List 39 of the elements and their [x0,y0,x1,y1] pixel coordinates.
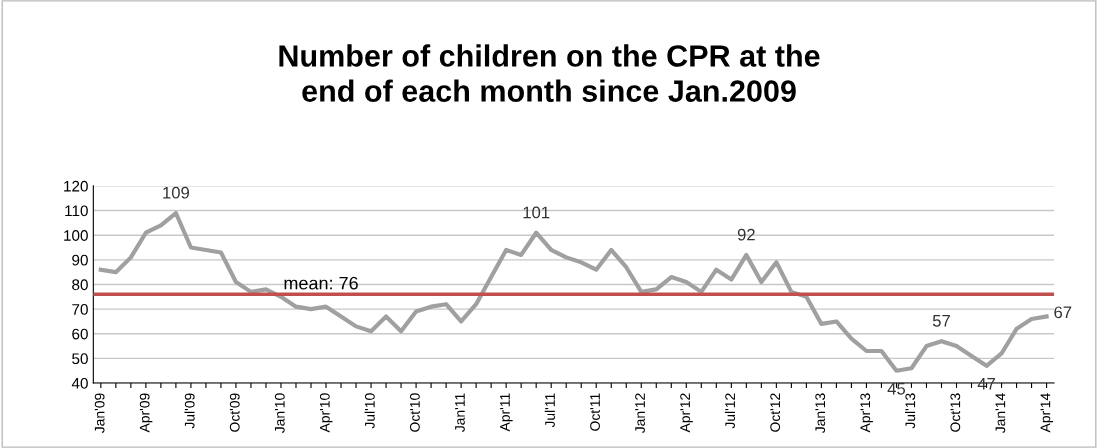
x-tick-label: Jan'14 [995,393,1006,434]
data-label: 92 [737,228,755,241]
x-tick-label: Apr'12 [680,393,693,433]
x-tick-label: Jan'13 [815,393,826,434]
x-tick-label: Oct'13 [950,393,961,432]
y-tick-label: 100 [64,230,88,241]
ref-line-label: mean: 76 [284,276,358,290]
x-tick-label: Jan'09 [94,393,105,434]
x-tick-label: Oct'09 [229,393,240,432]
x-tick-label: Apr'10 [319,393,333,433]
chart-title: Number of children on the CPR at the end of each month since Jan.2009 [279,44,820,102]
y-tick-label: 90 [72,254,88,266]
data-label: 57 [932,315,950,327]
y-tick-label: 50 [72,353,88,365]
y-tick-label: 120 [64,180,88,192]
x-tick-label: Oct'10 [409,393,420,432]
x-tick-label: Jul'11 [544,393,555,428]
x-tick-label: Jul'10 [364,393,375,429]
y-tick-label: 40 [71,377,88,389]
x-tick-label: Oct'12 [770,393,781,432]
x-tick-label: Apr'09 [139,393,153,433]
y-tick-label: 80 [72,279,88,291]
y-tick-label: 110 [65,205,88,217]
x-tick-label: Jan'10 [274,393,285,434]
y-tick-label: 70 [72,303,88,315]
x-tick-label: Apr'14 [1040,393,1054,433]
data-label: 67 [1054,306,1072,319]
x-tick-label: Apr'13 [860,393,873,433]
y-tick-label: 60 [72,328,88,340]
data-label: 45 [887,383,906,395]
x-tick-label: Jan'12 [635,393,645,434]
x-tick-label: Jan'11 [455,393,465,433]
data-label: 101 [523,206,550,219]
x-tick-label: Jul'12 [724,393,736,429]
x-tick-label: Jul'09 [184,393,195,429]
x-tick-label: Oct'11 [590,393,600,431]
x-tick-label: Apr'11 [500,393,513,432]
data-label: 109 [163,186,190,199]
x-tick-label: Jul'13 [905,393,916,429]
